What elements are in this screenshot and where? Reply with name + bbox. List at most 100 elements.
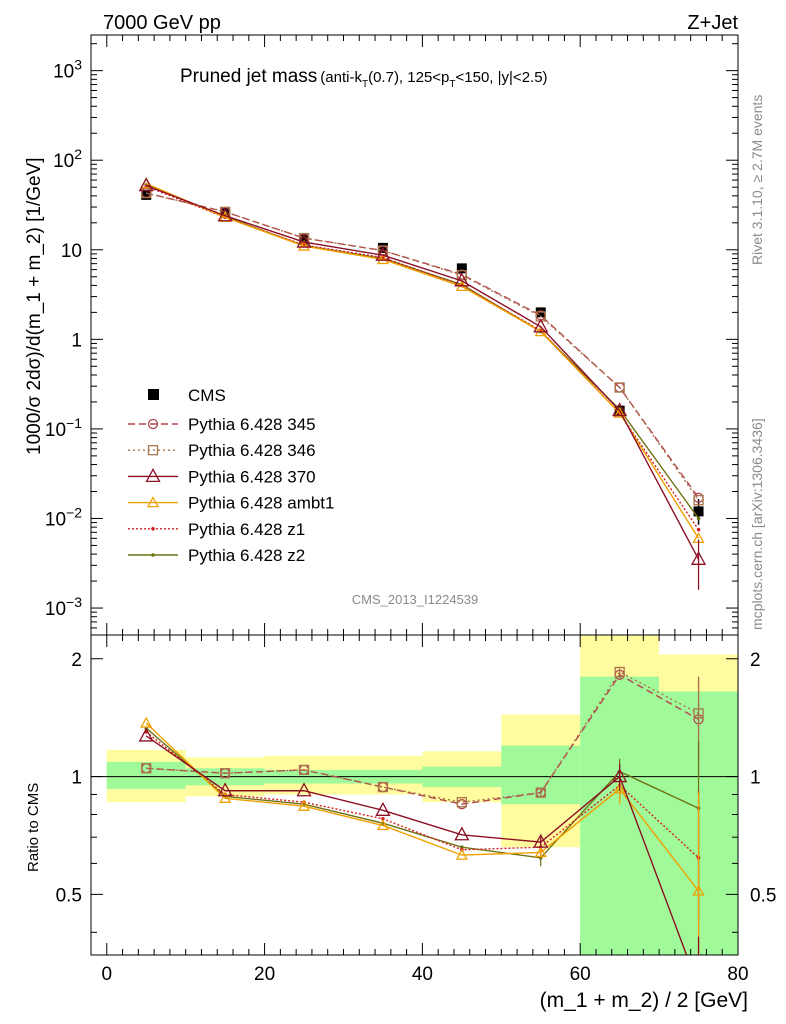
ratio-y-tick-label-right: 0.5 [750, 885, 776, 906]
ratio-plot-marks [138, 666, 705, 955]
legend-marker-z2 [151, 553, 155, 557]
ratio-point-p346 [614, 666, 625, 678]
ratio-series-group [138, 666, 705, 955]
series-line-p346 [146, 192, 700, 501]
legend-marker-ambt1 [146, 496, 160, 508]
ratio-line-z2 [145, 727, 699, 859]
main-y-tick-label: 103 [53, 57, 82, 83]
series-line-ambt1 [145, 182, 700, 539]
series-point-p370 [454, 272, 470, 287]
ratio-point-p370 [533, 833, 549, 848]
legend-marker-p346 [147, 445, 159, 456]
main-y-tick-label: 102 [53, 146, 82, 172]
legend-cms-label: CMS [188, 386, 226, 405]
ratio-point-ambt1 [613, 782, 626, 794]
ratio-point-p346 [298, 764, 310, 776]
ratio-point-z2 [460, 845, 464, 849]
series-line-p370 [145, 184, 700, 560]
series-point-ambt1 [297, 239, 311, 251]
series-point-z1 [696, 527, 701, 532]
legend-marker-p345 [147, 418, 159, 430]
ratio-y-tick-label: 0.5 [56, 885, 82, 906]
ratio-point-p346 [535, 787, 546, 798]
series-point-p346 [614, 382, 625, 393]
main-y-tick-label: 1 [71, 330, 82, 351]
x-tick-label: 40 [412, 964, 433, 985]
ratio-y-axis-label: Ratio to CMS [25, 783, 42, 872]
process-label: Z+Jet [687, 12, 738, 34]
series-point-ambt1 [613, 406, 626, 418]
ratio-point-ambt1 [534, 846, 547, 858]
main-plot-frame [90, 34, 739, 636]
legend-label-p345: Pythia 6.428 345 [188, 415, 316, 434]
legend-marker-p370 [145, 468, 161, 483]
ratio-y-tick-label-right: 2 [750, 650, 761, 671]
legend-label-z2: Pythia 6.428 z2 [188, 546, 305, 565]
series-point-p370 [375, 246, 391, 261]
ratio-point-p346 [377, 781, 389, 793]
series-point-z2 [696, 516, 701, 521]
x-axis-label: (m_1 + m_2) / 2 [GeV] [540, 989, 748, 1012]
legend-label-p370: Pythia 6.428 370 [188, 467, 316, 486]
ratio-point-p370 [612, 768, 628, 783]
ratio-point-p370 [454, 826, 470, 841]
series-point-p346 [141, 187, 152, 199]
ratio-point-p370 [375, 801, 391, 816]
ratio-y-tick-label: 1 [71, 768, 82, 789]
main-y-tick-label: 10−1 [45, 415, 82, 441]
ratio-point-ambt1 [297, 799, 311, 811]
series-point-p370 [612, 402, 628, 417]
ratio-point-p346 [219, 768, 231, 779]
ratio-line-p345 [146, 673, 699, 805]
ratio-point-z1 [381, 816, 385, 821]
main-y-tick-label: 10−3 [45, 594, 82, 620]
series-point-p346 [456, 270, 467, 281]
main-y-tick-label: 10−2 [45, 504, 82, 530]
rivet-label: Rivet 3.1.10, ≥ 2.7M events [749, 95, 765, 265]
series-point-p346 [693, 495, 704, 506]
ratio-point-ambt1 [140, 716, 153, 728]
ratio-point-ambt1 [692, 884, 705, 896]
band-green-bin [106, 761, 186, 789]
legend: CMS Pythia 6.428 345 Pythia 6.428 346 Pythi… [128, 386, 334, 565]
x-tick-label: 0 [101, 964, 112, 985]
series-point-ambt1 [534, 325, 547, 337]
cms-data-point [693, 506, 704, 517]
legend-cms-marker [148, 389, 159, 400]
ratio-point-ambt1 [376, 819, 390, 831]
cms-data-point [299, 234, 310, 245]
ratio-plot-frame [90, 634, 739, 956]
ratio-point-ambt1 [219, 791, 232, 803]
legend-marker-z1 [151, 527, 155, 531]
legend-label-ambt1: Pythia 6.428 ambt1 [188, 494, 334, 513]
series-point-ambt1 [376, 253, 390, 265]
energy-label: 7000 GeV pp [103, 12, 221, 34]
ratio-point-p346 [141, 763, 152, 774]
cms-data-point [141, 189, 152, 200]
ratio-point-ambt1 [455, 848, 468, 860]
ratio-y-tick-label-right: 1 [750, 768, 761, 789]
ratio-point-p370 [138, 727, 154, 742]
mcplots-label: mcplots.cern.ch [arXiv:1306.3436] [749, 418, 765, 630]
ratio-line-z1 [145, 731, 700, 859]
ratio-line-p370 [145, 735, 688, 955]
legend-label-z1: Pythia 6.428 z1 [188, 520, 305, 539]
main-y-axis-label: 1000/σ 2dσ)/d(m_1 + m_2) [1/GeV] [24, 157, 45, 455]
series-point-p370 [138, 177, 154, 192]
main-y-tick-label: 10 [61, 241, 82, 262]
series-point-p370 [217, 207, 233, 222]
ratio-point-p346 [693, 708, 704, 719]
x-tick-label: 60 [570, 964, 591, 985]
ratio-line-ambt1 [145, 722, 700, 892]
ratio-point-p370 [217, 782, 233, 797]
cms-data-point [456, 263, 467, 274]
analysis-id: CMS_2013_I1224539 [352, 592, 479, 607]
ratio-point-p370 [296, 782, 312, 797]
main-plot-marks [138, 177, 707, 590]
series-line-p345 [146, 192, 700, 499]
legend-label-p346: Pythia 6.428 346 [188, 441, 316, 460]
plot-title: Pruned jet mass (anti-kT(0.7), 125<pT<150… [180, 66, 548, 90]
ratio-point-p346 [456, 797, 467, 808]
